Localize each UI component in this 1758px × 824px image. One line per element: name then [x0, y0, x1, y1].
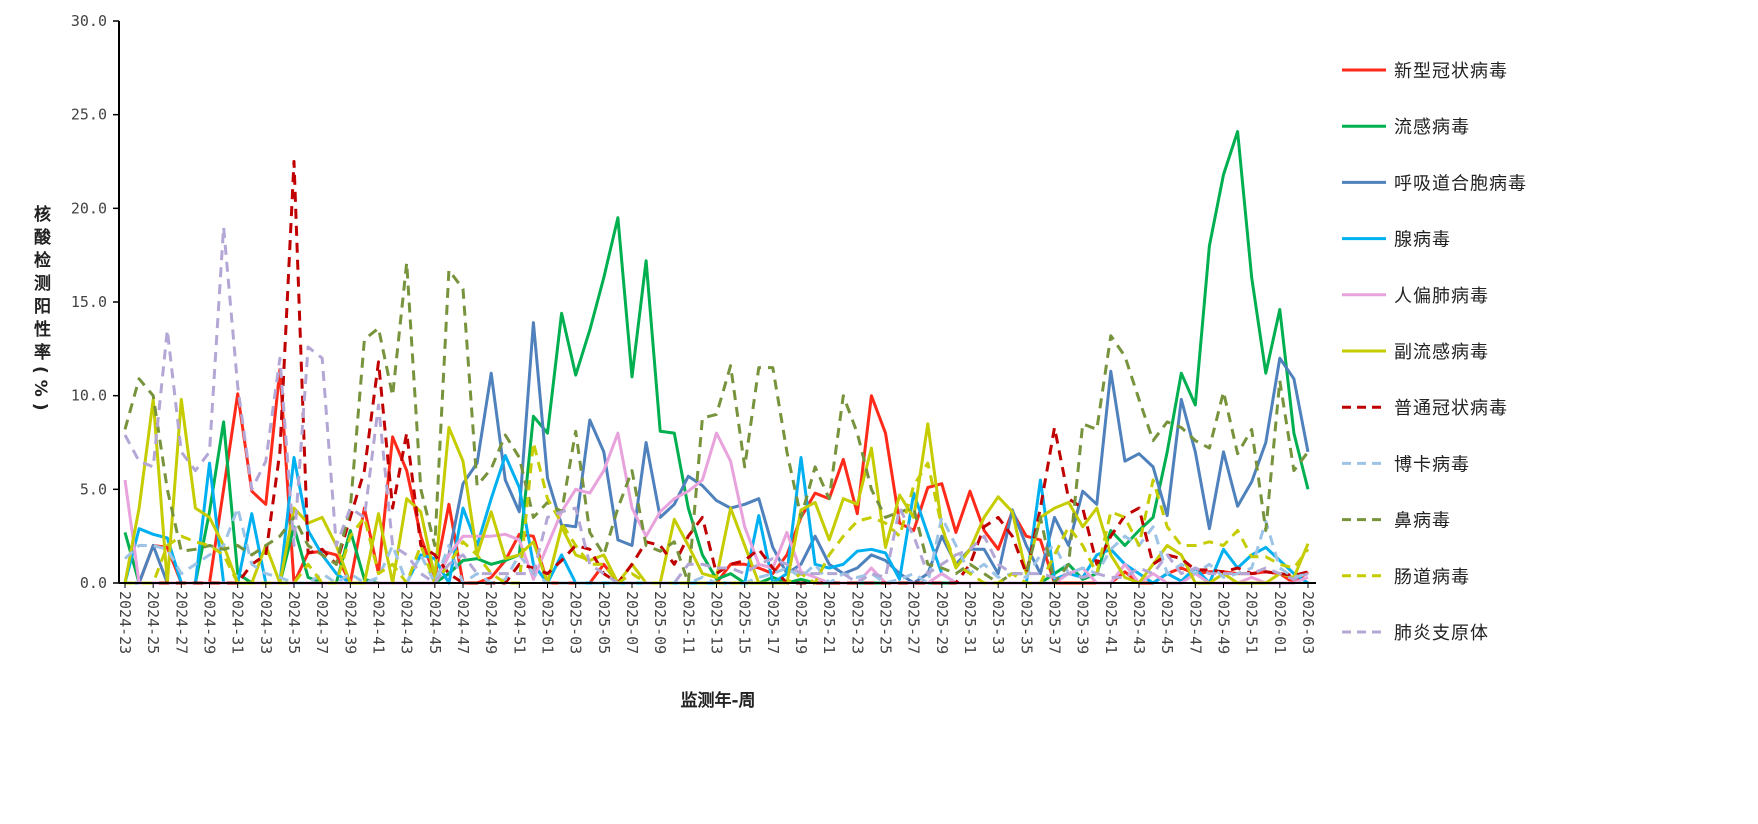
- legend-item[interactable]: 流感病毒: [1342, 117, 1470, 138]
- x-tick-label: 2025-25: [877, 591, 895, 654]
- x-tick-label: 2025-45: [1158, 591, 1176, 654]
- legend-label: 人偏肺病毒: [1394, 286, 1489, 307]
- x-tick-label: 2025-03: [567, 591, 585, 654]
- series-line-8: [123, 261, 1310, 585]
- legend-item[interactable]: 新型冠状病毒: [1342, 61, 1508, 82]
- x-tick-label: 2025-01: [539, 591, 557, 654]
- legend-label: 肺炎支原体: [1394, 623, 1489, 644]
- legend-label: 普通冠状病毒: [1394, 398, 1508, 419]
- x-tick-label: 2025-11: [679, 591, 697, 654]
- x-tick-label: 2024-39: [341, 591, 359, 654]
- x-tick-label: 2024-47: [454, 591, 472, 654]
- x-tick-label: 2025-23: [848, 591, 866, 654]
- x-tick-label: 2025-09: [651, 591, 669, 654]
- y-tick-label: 20.0: [71, 199, 107, 217]
- x-tick-label: 2025-37: [1046, 591, 1064, 654]
- y-tick-label: 15.0: [71, 293, 107, 311]
- legend: 新型冠状病毒流感病毒呼吸道合胞病毒腺病毒人偏肺病毒副流感病毒普通冠状病毒博卡病毒…: [1342, 61, 1527, 644]
- legend-label: 鼻病毒: [1394, 511, 1451, 532]
- x-tick-label: 2025-21: [820, 591, 838, 654]
- series-line-5: [123, 397, 1310, 585]
- legend-label: 流感病毒: [1394, 117, 1470, 138]
- x-tick-label: 2025-39: [1074, 591, 1092, 654]
- y-tick-label: 30.0: [71, 12, 107, 30]
- x-tick-label: 2025-51: [1243, 591, 1261, 654]
- x-tick-label: 2025-13: [708, 591, 726, 654]
- legend-label: 肠道病毒: [1394, 567, 1470, 588]
- y-tick-label: 25.0: [71, 106, 107, 124]
- x-tick-label: 2024-49: [482, 591, 500, 654]
- legend-label: 腺病毒: [1394, 230, 1451, 251]
- legend-item[interactable]: 鼻病毒: [1342, 511, 1451, 532]
- x-tick-label: 2025-29: [933, 591, 951, 654]
- x-tick-label: 2026-03: [1299, 591, 1317, 654]
- legend-label: 新型冠状病毒: [1394, 61, 1508, 82]
- y-tick-label: 5.0: [80, 480, 107, 498]
- x-tick-label: 2025-35: [1017, 591, 1035, 654]
- legend-item[interactable]: 腺病毒: [1342, 230, 1451, 251]
- legend-item[interactable]: 人偏肺病毒: [1342, 286, 1489, 307]
- legend-item[interactable]: 肠道病毒: [1342, 567, 1470, 588]
- legend-label: 呼吸道合胞病毒: [1394, 173, 1527, 194]
- x-tick-label: 2025-17: [764, 591, 782, 654]
- x-tick-label: 2025-47: [1186, 591, 1204, 654]
- legend-item[interactable]: 副流感病毒: [1342, 342, 1489, 363]
- x-tick-label: 2024-23: [116, 591, 134, 654]
- x-tick-label: 2024-33: [257, 591, 275, 654]
- series-lines: [123, 130, 1310, 585]
- x-tick-label: 2024-43: [398, 591, 416, 654]
- legend-item[interactable]: 博卡病毒: [1342, 454, 1470, 475]
- x-tick-label: 2024-51: [510, 591, 528, 654]
- x-tick-label: 2026-01: [1271, 591, 1289, 654]
- x-tick-label: 2025-07: [623, 591, 641, 654]
- x-tick-label: 2025-43: [1130, 591, 1148, 654]
- x-tick-label: 2024-37: [313, 591, 331, 654]
- legend-label: 副流感病毒: [1394, 342, 1489, 363]
- x-tick-label: 2025-33: [989, 591, 1007, 654]
- x-axis-title: 监测年-周: [680, 690, 755, 711]
- x-tick-label: 2025-19: [792, 591, 810, 654]
- x-tick-label: 2025-41: [1102, 591, 1120, 654]
- y-tick-label: 10.0: [71, 387, 107, 405]
- x-tick-label: 2025-31: [961, 591, 979, 654]
- y-tick-label: 0.0: [80, 574, 107, 592]
- x-tick-label: 2024-35: [285, 591, 303, 654]
- series-line-6: [125, 160, 1309, 585]
- x-tick-label: 2025-15: [736, 591, 754, 654]
- series-line-10: [123, 225, 1309, 585]
- legend-item[interactable]: 肺炎支原体: [1342, 623, 1489, 644]
- x-tick-label: 2024-29: [201, 591, 219, 654]
- y-axis-title: 核酸检测阳性率(%): [30, 204, 51, 417]
- x-tick-label: 2024-25: [144, 591, 162, 654]
- legend-label: 博卡病毒: [1394, 454, 1470, 475]
- legend-item[interactable]: 呼吸道合胞病毒: [1342, 173, 1527, 194]
- x-tick-label: 2024-45: [426, 591, 444, 654]
- x-tick-label: 2025-05: [595, 591, 613, 654]
- x-tick-label: 2025-27: [905, 591, 923, 654]
- x-tick-label: 2024-41: [370, 591, 388, 654]
- x-tick-label: 2025-49: [1215, 591, 1233, 654]
- legend-item[interactable]: 普通冠状病毒: [1342, 398, 1508, 419]
- x-tick-label: 2024-31: [229, 591, 247, 654]
- x-tick-label: 2024-27: [172, 591, 190, 654]
